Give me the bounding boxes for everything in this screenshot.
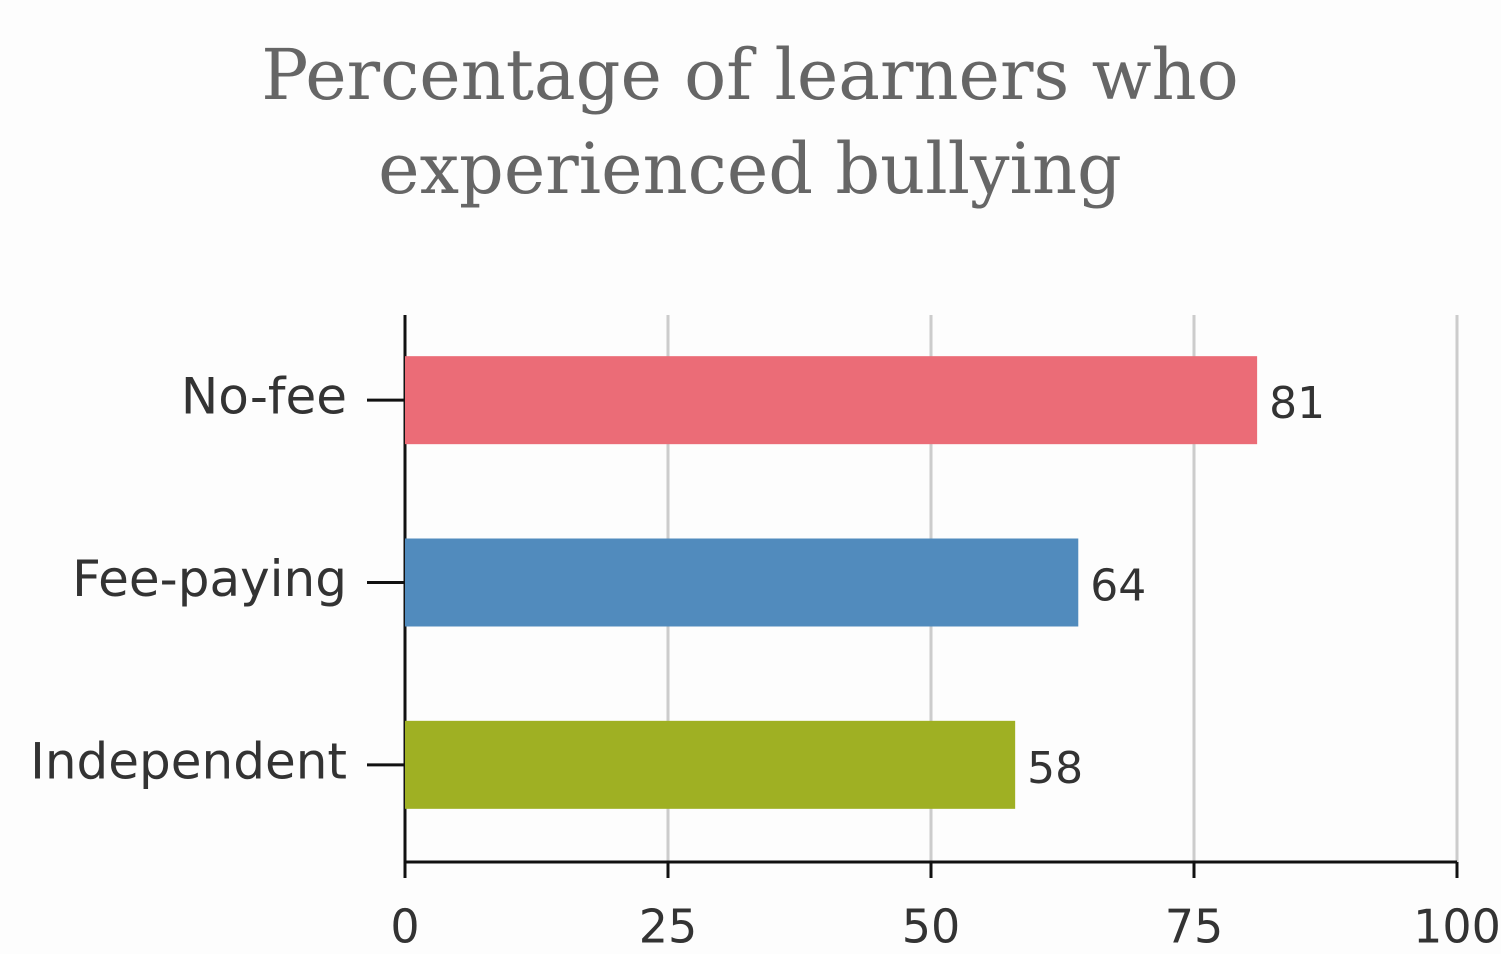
x-tick-label: 0	[390, 900, 419, 954]
bar	[405, 720, 1016, 809]
x-tick-label: 25	[639, 900, 698, 954]
x-tick-label: 50	[902, 900, 961, 954]
value-label: 81	[1269, 378, 1325, 429]
bar	[405, 356, 1258, 445]
value-label: 64	[1090, 561, 1146, 612]
y-tick-label: No-fee	[181, 368, 347, 426]
y-tick-label: Fee-paying	[72, 550, 347, 608]
chart-title: Percentage of learners who experienced b…	[261, 34, 1239, 210]
x-tick-label: 75	[1165, 900, 1224, 954]
value-label: 58	[1027, 743, 1083, 794]
y-tick-label: Independent	[30, 732, 347, 790]
x-tick-label: 100	[1413, 900, 1501, 954]
bar	[405, 538, 1079, 627]
